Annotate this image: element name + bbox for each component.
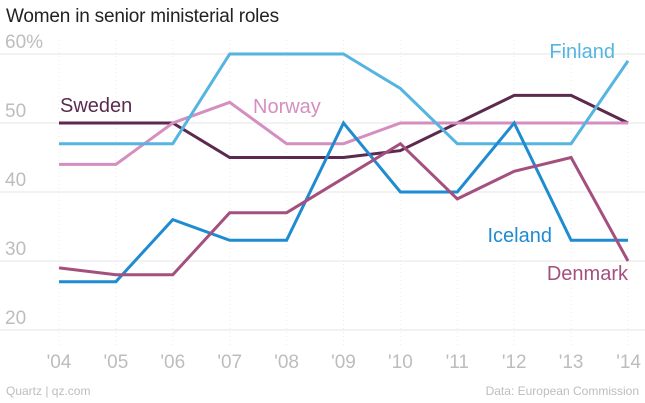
y-tick-label: 20 [5, 308, 26, 329]
x-tick-label: '11 [446, 352, 469, 373]
x-tick-label: '14 [616, 352, 641, 373]
x-tick-label: '12 [502, 352, 527, 373]
x-tick-label: '09 [331, 352, 356, 373]
x-tick-label: '08 [274, 352, 299, 373]
series-line-sweden [59, 93, 629, 159]
y-tick-label: 60% [5, 32, 43, 53]
series-label-denmark: Denmark [547, 263, 629, 285]
y-tick-label: 30 [5, 239, 26, 260]
footer-source-left: Quartz | qz.com [6, 384, 91, 398]
y-tick-label: 50 [5, 101, 26, 122]
x-tick-label: '10 [388, 352, 413, 373]
footer-source-right: Data: European Commission [485, 384, 639, 398]
series-label-sweden: Sweden [60, 95, 132, 117]
x-tick-label: '04 [47, 352, 72, 373]
series-label-norway: Norway [253, 96, 321, 118]
x-tick-label: '05 [104, 352, 129, 373]
series-line-denmark [58, 141, 630, 277]
x-tick-label: '07 [217, 352, 242, 373]
series-line-iceland [59, 120, 628, 284]
x-tick-label: '06 [160, 352, 185, 373]
chart-title: Women in senior ministerial roles [6, 6, 279, 27]
series-line-norway [59, 100, 628, 166]
y-tick-label: 40 [5, 170, 26, 191]
x-tick-label: '13 [559, 352, 584, 373]
series-label-finland: Finland [549, 41, 615, 63]
series-line-finland [59, 52, 630, 146]
series-label-iceland: Iceland [488, 225, 553, 247]
